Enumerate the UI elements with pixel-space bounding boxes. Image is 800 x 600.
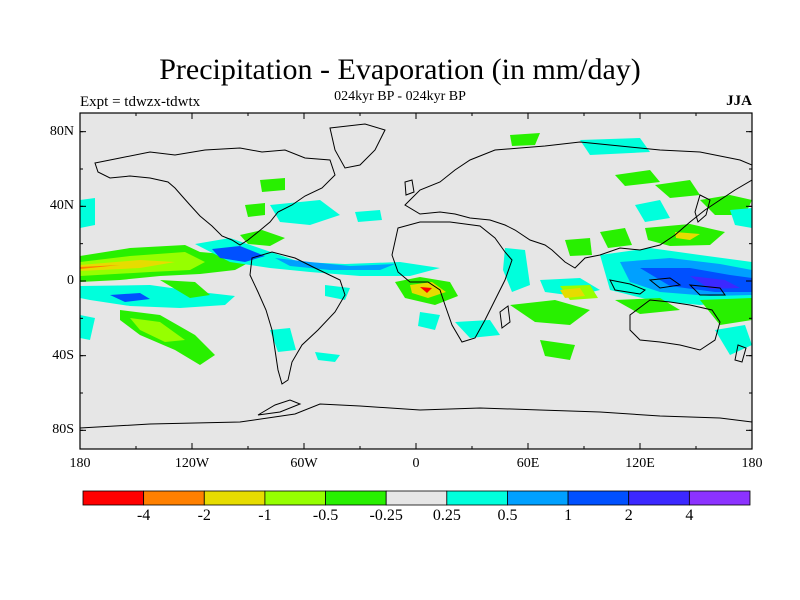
season-label: JJA <box>726 93 752 109</box>
lat-tick-label: 80S <box>52 422 74 438</box>
colorbar-swatch <box>688 490 751 506</box>
colorbar-swatch <box>628 490 690 506</box>
lon-tick-label: 120W <box>174 456 210 471</box>
coast-madagascar <box>499 305 511 329</box>
east-asia-cyan <box>635 200 670 222</box>
canada-green <box>260 178 285 192</box>
north-atlantic-cyan <box>270 200 340 225</box>
colorbar-label: 0.5 <box>497 507 518 524</box>
australia-east-cyan <box>715 325 752 355</box>
north-pacific-cyan <box>730 208 752 228</box>
west-pacific-violet <box>690 276 740 289</box>
south-pacific-blue <box>110 293 150 302</box>
coast-north-america <box>94 147 336 246</box>
colorbar-swatch <box>446 490 508 506</box>
southern-ocean-cyan <box>80 315 95 340</box>
colorbar-swatch <box>82 490 145 506</box>
colorbar-swatch <box>507 490 569 506</box>
precip-anomaly-fields <box>80 133 752 365</box>
colorbar-swatch <box>325 490 387 506</box>
coast-greenland <box>329 123 386 169</box>
coast-australia <box>629 299 721 351</box>
arctic-green <box>510 133 540 146</box>
lat-tick-label: 80N <box>49 123 74 139</box>
lon-tick-label: 60E <box>516 456 540 471</box>
indian-ocean-green <box>510 300 590 325</box>
coast-south-america <box>249 251 346 385</box>
coast-eurasia <box>404 141 752 269</box>
coast-british-isles <box>404 179 415 196</box>
philippine-yellow <box>675 232 700 240</box>
experiment-label: Expt = tdwzx-tdwtx <box>80 94 201 110</box>
coast-antarctica <box>80 403 752 429</box>
axis-ticks <box>79 113 753 449</box>
colorbar-swatch <box>203 490 266 506</box>
coast-new-zealand <box>734 344 747 363</box>
east-asia-green <box>655 180 700 198</box>
caribbean-green <box>240 230 285 246</box>
coast-antarctic-peninsula <box>257 399 302 416</box>
south-atlantic-cyan-3 <box>315 352 340 362</box>
lon-tick-label: 0 <box>412 456 420 471</box>
pacific-yellow-band <box>80 260 175 271</box>
lon-tick-label: 60W <box>290 456 318 471</box>
colorbar-label: -4 <box>136 507 151 524</box>
south-indian-green <box>540 340 575 360</box>
gulf-of-guinea-red <box>420 287 432 293</box>
lat-tick-label: 0 <box>67 273 74 288</box>
colorbar-label: -0.5 <box>312 507 339 524</box>
tasman-green <box>160 280 210 298</box>
south-pacific-light-green <box>130 318 185 342</box>
south-atlantic-cyan-2 <box>418 312 440 330</box>
colorbar-swatch <box>385 490 448 506</box>
coast-indonesia <box>609 277 726 296</box>
colorbar-label: 1 <box>564 507 573 524</box>
colorbar-label: -0.25 <box>369 507 403 524</box>
colorbar-swatch <box>264 490 326 506</box>
south-china-sea-green <box>600 228 632 248</box>
colorbar-label: 2 <box>624 507 633 524</box>
east-africa-cyan <box>503 248 530 292</box>
lon-tick-label: 120E <box>625 456 655 471</box>
siberia-green <box>615 170 660 186</box>
atlantic-itcz-blue <box>275 258 395 270</box>
indonesia-green <box>615 298 680 314</box>
coast-africa <box>391 221 513 343</box>
bay-of-bengal-green <box>565 238 592 256</box>
lat-tick-label: 40N <box>49 198 74 214</box>
coastline-layer <box>80 123 752 429</box>
lat-tick-label: 40S <box>52 347 74 363</box>
arctic-cyan <box>580 138 650 155</box>
lon-tick-label: 180 <box>69 456 91 471</box>
map-subtitle: 024kyr BP - 024kyr BP <box>334 89 466 104</box>
colorbar <box>82 490 751 506</box>
north-atlantic-green <box>245 203 265 217</box>
brazil-cyan <box>270 328 296 352</box>
south-west-pacific-green <box>700 298 752 325</box>
colorbar-label: 4 <box>685 507 694 524</box>
colorbar-label: -1 <box>258 507 272 524</box>
south-indian-cyan <box>455 320 500 338</box>
north-atlantic-cyan-2 <box>355 210 382 222</box>
lon-tick-label: 180 <box>741 456 763 471</box>
south-pacific-cyan <box>80 285 235 308</box>
coast-japan <box>694 194 711 223</box>
indonesia-yellow <box>560 288 585 298</box>
colorbar-label: -2 <box>197 507 211 524</box>
pacific-orange-band <box>80 265 120 269</box>
colorbar-swatch <box>143 490 205 506</box>
map-title: Precipitation - Evaporation (in mm/day) <box>159 53 641 86</box>
west-america-cyan <box>80 198 95 228</box>
colorbar-label: 0.25 <box>432 507 461 524</box>
colorbar-swatch <box>567 490 630 506</box>
